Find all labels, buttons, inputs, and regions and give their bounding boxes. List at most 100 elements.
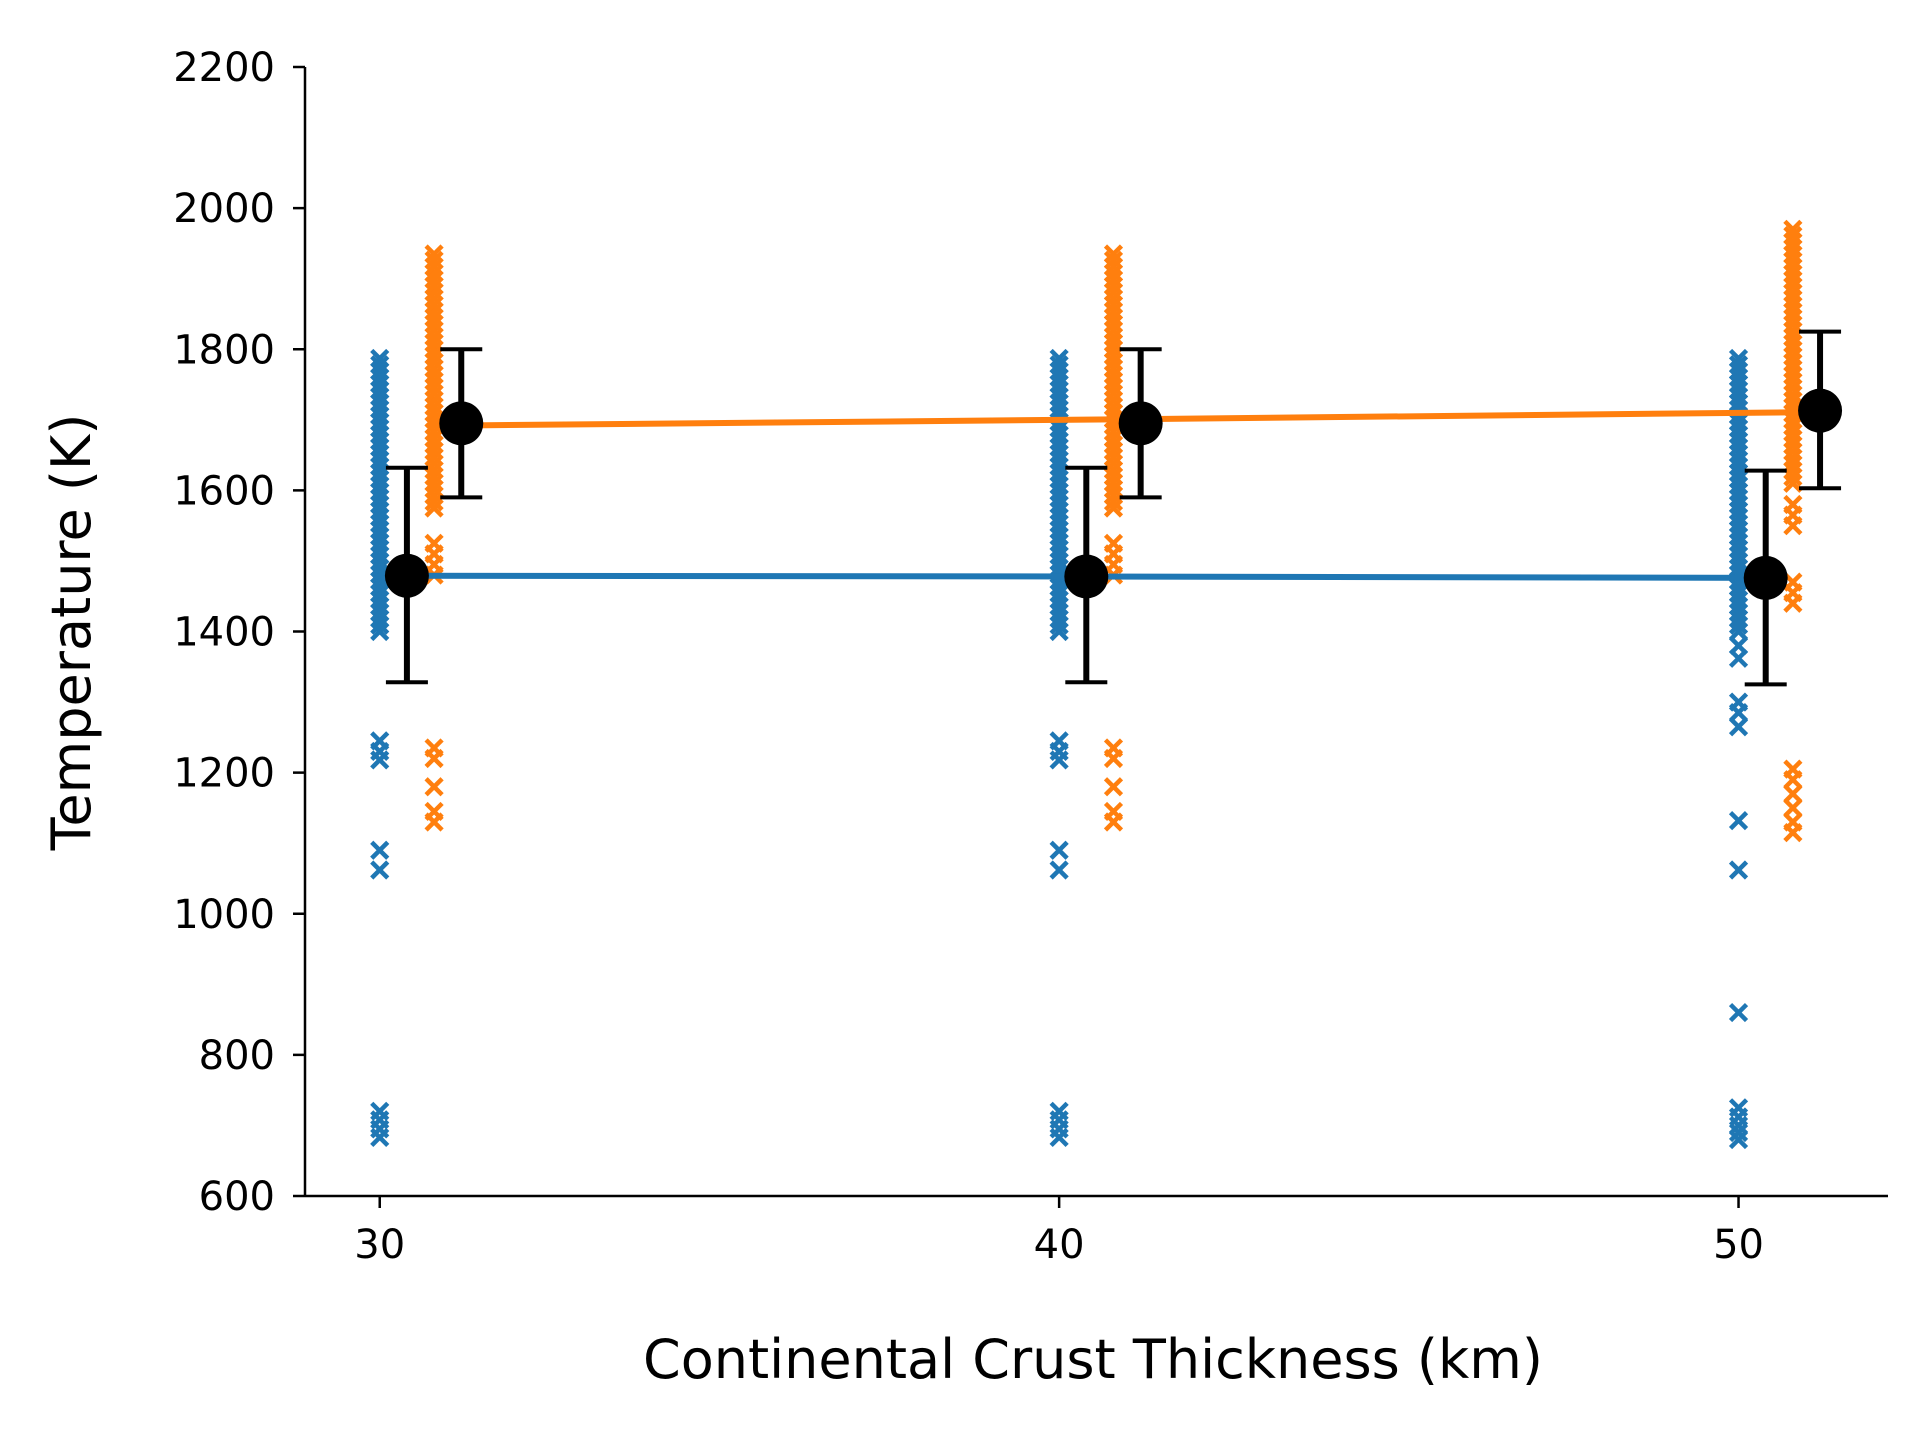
data-point [1783,798,1803,818]
data-point-stroke [424,777,444,797]
data-point-stroke [1728,1122,1749,1143]
data-point [370,1127,390,1148]
data-point [1103,777,1124,797]
data-point [1783,516,1803,536]
data-point [1103,244,1124,264]
mean-marker [1064,554,1109,599]
data-point-stroke [1783,784,1803,804]
data-point-stroke [1049,348,1069,369]
data-point [1783,823,1803,843]
data-point-stroke [1728,1129,1749,1150]
mean-marker [1118,401,1163,446]
data-point-stroke [1728,811,1749,831]
data-point [424,244,444,264]
data-point-stroke [1783,593,1803,613]
data-point-stroke [1728,348,1749,369]
mean-marker [1743,555,1788,600]
data-point-stroke [1783,219,1803,239]
data-point [1049,355,1069,375]
data-point [1728,355,1749,375]
data-point [1783,770,1803,790]
data-point-stroke [1728,860,1749,880]
data-point [1049,840,1069,860]
data-point [1728,1129,1749,1150]
data-point [424,777,444,797]
data-point [424,250,444,270]
mean-marker [384,553,429,598]
data-point-stroke [1783,226,1803,246]
x-axis-label: Continental Crust Thickness (km) [643,1328,1543,1391]
data-point-stroke [1103,250,1124,270]
data-point [1728,717,1749,737]
data-point-stroke [370,750,390,770]
data-point-stroke [370,355,390,375]
y-tick-label: 2000 [173,186,275,232]
data-point [1783,784,1803,804]
data-point-stroke [1728,1002,1749,1023]
data-point-stroke [1049,1127,1069,1148]
data-point [1783,593,1803,613]
data-point-stroke [424,812,444,832]
y-tick-label: 2200 [173,45,275,91]
data-point-stroke [370,860,390,880]
data-point-stroke [1103,244,1124,264]
data-point [1049,750,1069,770]
data-point [370,355,390,375]
y-tick-label: 1200 [173,751,275,797]
x-tick-label: 30 [354,1222,405,1268]
data-point [1103,250,1124,270]
data-point-stroke [1783,516,1803,536]
data-point-stroke [1728,703,1749,723]
mean-marker [1798,388,1843,433]
data-point-stroke [1103,748,1124,769]
x-tick-label: 50 [1713,1222,1764,1268]
data-point-stroke [1783,823,1803,843]
scatter-points [370,219,1803,1150]
data-point [1103,812,1124,832]
data-point [1728,1115,1749,1136]
data-point [370,860,390,880]
data-point-stroke [1049,750,1069,770]
y-tick-label: 1400 [173,610,275,656]
data-point-stroke [424,250,444,270]
data-point-stroke [1103,777,1124,797]
data-point [370,840,390,860]
data-point [1049,348,1069,369]
data-point [1783,226,1803,246]
data-point-stroke [424,244,444,264]
data-point-stroke [1049,355,1069,375]
data-point [1728,348,1749,369]
data-point [424,748,444,769]
data-point-stroke [1728,1115,1749,1136]
data-point [1049,1127,1069,1148]
data-point [1728,811,1749,831]
mean-markers [384,329,1843,687]
data-point-stroke [1728,648,1749,668]
data-point-stroke [1783,798,1803,818]
data-point-stroke [370,348,390,369]
data-point [424,812,444,832]
data-point-stroke [1103,812,1124,832]
data-point [1783,219,1803,239]
axes [303,67,1888,1198]
data-point-stroke [1728,355,1749,375]
x-tick-label: 40 [1034,1222,1085,1268]
y-tick-label: 800 [199,1033,275,1079]
data-point [1728,1122,1749,1143]
mean-marker [439,401,484,446]
y-tick-label: 1800 [173,327,275,373]
y-axis-label: Temperature (K) [40,414,103,852]
data-point-stroke [1728,717,1749,737]
y-tick-label: 1000 [173,892,275,938]
y-tick-label: 1600 [173,468,275,514]
data-point [1728,703,1749,723]
data-point-stroke [370,1127,390,1148]
data-point-stroke [370,840,390,860]
tick-marks: 600 800 1000 1200 1400 1600 1800 2000 2200 30 40 50 [173,45,1764,1268]
data-point [370,348,390,369]
data-point [1728,648,1749,668]
data-point-stroke [424,748,444,769]
data-point [1728,860,1749,880]
data-point-stroke [1783,770,1803,790]
